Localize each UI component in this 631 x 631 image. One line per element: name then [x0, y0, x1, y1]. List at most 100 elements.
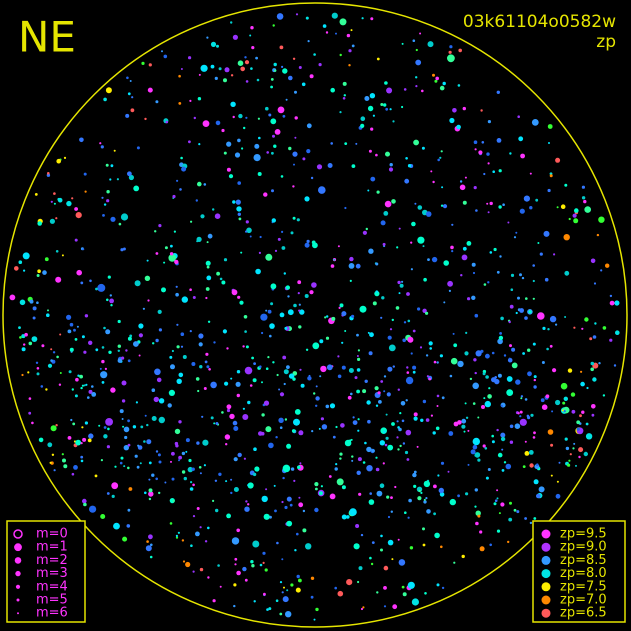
star: [204, 360, 208, 364]
star: [341, 365, 346, 370]
star: [128, 174, 134, 181]
star: [66, 200, 72, 207]
star: [219, 585, 222, 588]
star: [210, 41, 217, 48]
star: [474, 313, 479, 318]
star: [383, 375, 387, 378]
star: [207, 233, 213, 239]
star: [178, 459, 180, 462]
star: [533, 517, 537, 520]
star: [233, 604, 236, 608]
star: [349, 256, 354, 262]
star: [474, 488, 478, 492]
star: [286, 589, 289, 592]
star: [285, 285, 290, 290]
star: [376, 190, 380, 194]
star: [401, 419, 405, 423]
star: [255, 56, 258, 60]
star: [266, 151, 270, 154]
star: [250, 26, 254, 30]
star: [257, 117, 260, 120]
star: [282, 68, 288, 74]
star: [425, 311, 429, 315]
star: [148, 488, 153, 493]
star: [527, 348, 531, 352]
star: [292, 377, 296, 381]
star: [358, 492, 362, 496]
star: [314, 507, 319, 513]
star: [195, 199, 198, 202]
star: [524, 451, 530, 456]
star: [520, 397, 523, 400]
legend-marker: [14, 543, 22, 552]
star: [75, 377, 79, 382]
star: [519, 208, 525, 214]
star: [341, 311, 347, 317]
star: [581, 196, 586, 200]
star: [412, 472, 417, 478]
star: [402, 338, 407, 343]
star: [244, 366, 253, 375]
star: [398, 559, 406, 566]
legend-label: m=6: [36, 606, 68, 621]
star: [413, 470, 417, 474]
star: [134, 454, 138, 458]
star: [106, 492, 110, 495]
star: [251, 564, 255, 568]
star: [147, 87, 153, 93]
star: [305, 543, 312, 550]
star: [106, 190, 110, 194]
star: [464, 402, 467, 405]
star: [243, 126, 246, 130]
star: [231, 289, 238, 296]
star: [21, 373, 24, 377]
star: [457, 360, 464, 368]
star: [58, 383, 62, 386]
star: [182, 560, 186, 563]
star: [325, 31, 329, 34]
star: [144, 414, 147, 417]
star: [318, 186, 326, 194]
star: [536, 463, 539, 467]
star: [453, 561, 456, 564]
star: [91, 392, 97, 397]
star: [568, 459, 571, 462]
star: [147, 299, 150, 302]
star: [505, 463, 512, 470]
star: [287, 309, 294, 316]
legend-marker: [541, 608, 551, 618]
star: [360, 123, 365, 128]
star: [228, 174, 234, 179]
star: [294, 136, 297, 139]
star: [503, 461, 507, 464]
star: [188, 140, 191, 144]
star: [245, 80, 249, 83]
star: [80, 386, 83, 390]
star: [383, 565, 389, 571]
star: [470, 449, 476, 455]
star: [173, 230, 176, 233]
star: [357, 357, 361, 361]
star: [437, 158, 441, 162]
star: [396, 436, 399, 439]
star: [61, 254, 64, 257]
star: [247, 400, 251, 405]
star: [285, 611, 292, 618]
star: [240, 66, 245, 72]
star: [232, 34, 238, 40]
star: [491, 434, 495, 438]
star: [144, 117, 147, 121]
star: [406, 371, 410, 374]
star: [110, 216, 116, 222]
star: [322, 24, 327, 28]
star: [533, 431, 536, 435]
star: [404, 178, 410, 184]
star: [316, 164, 323, 170]
star: [451, 250, 454, 253]
star: [449, 45, 453, 49]
star: [84, 314, 89, 318]
star: [367, 331, 370, 334]
star: [264, 568, 268, 572]
star: [127, 466, 130, 470]
star: [532, 436, 536, 439]
